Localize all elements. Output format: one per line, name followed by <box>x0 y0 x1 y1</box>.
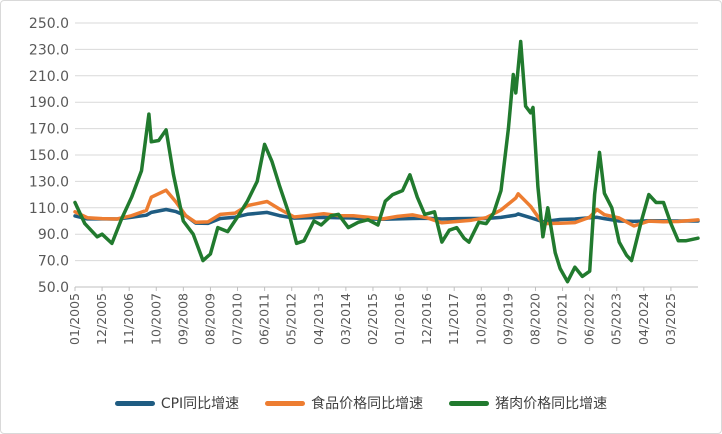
x-tick-label: 10/2018 <box>473 293 488 345</box>
y-tick-label: 50.0 <box>38 280 69 296</box>
x-tick-label: 04/2013 <box>311 293 326 345</box>
legend-label-food: 食品价格同比增速 <box>311 396 424 412</box>
x-tick-label: 03/2025 <box>663 293 678 345</box>
legend-item-cpi: CPI同比增速 <box>114 393 240 413</box>
x-tick-label: 05/2012 <box>284 293 299 345</box>
y-tick-label: 110.0 <box>29 201 69 217</box>
y-tick-label: 90.0 <box>38 227 69 243</box>
x-tick-label: 09/2019 <box>500 293 515 345</box>
x-tick-label: 06/2011 <box>257 293 272 345</box>
legend-item-pork: 猪肉价格同比增速 <box>449 393 607 413</box>
x-tick-label: 07/2010 <box>230 293 245 345</box>
x-tick-label: 02/2015 <box>365 293 380 345</box>
y-tick-label: 190.0 <box>29 95 69 111</box>
legend-swatch-pork <box>449 400 490 406</box>
legend-item-food: 食品价格同比增速 <box>265 393 423 413</box>
x-tick-label: 01/2016 <box>392 293 407 345</box>
x-tick-label: 08/2020 <box>527 293 542 345</box>
y-tick-label: 150.0 <box>29 148 69 164</box>
x-tick-label: 11/2006 <box>121 293 136 345</box>
x-tick-label: 06/2022 <box>582 293 597 345</box>
y-tick-label: 130.0 <box>29 174 69 190</box>
x-tick-label: 03/2014 <box>338 293 353 345</box>
line-chart: 50.0 70.0 90.0 110.0 130.0 150.0 170.0 190.0 210… <box>29 16 700 345</box>
x-tick-label: 10/2007 <box>148 293 163 345</box>
series-lines <box>73 39 700 284</box>
x-axis: 01/2005 12/2005 11/2006 10/2007 09/2008 08/20… <box>67 287 678 345</box>
x-tick-label: 08/2009 <box>202 293 217 345</box>
y-tick-label: 250.0 <box>29 16 69 32</box>
y-tick-label: 230.0 <box>29 42 69 58</box>
y-axis: 50.0 70.0 90.0 110.0 130.0 150.0 170.0 190.0 210… <box>29 16 69 296</box>
x-tick-label: 12/2016 <box>419 293 434 345</box>
x-tick-label: 05/2023 <box>609 293 624 345</box>
x-tick-label: 11/2017 <box>446 293 461 345</box>
x-tick-label: 04/2024 <box>636 293 651 345</box>
legend-label-pork: 猪肉价格同比增速 <box>495 396 608 412</box>
legend: CPI同比增速 食品价格同比增速 猪肉价格同比增速 <box>1 391 721 415</box>
x-tick-label: 01/2005 <box>67 293 82 345</box>
y-tick-label: 170.0 <box>29 122 69 138</box>
series-line-3 <box>73 39 700 284</box>
grid-lines <box>75 22 698 288</box>
legend-swatch-cpi <box>114 400 155 406</box>
x-tick-label: 07/2021 <box>555 293 570 345</box>
x-tick-label: 09/2008 <box>175 293 190 345</box>
legend-swatch-food <box>265 400 306 406</box>
legend-label-cpi: CPI同比增速 <box>160 396 240 412</box>
y-tick-label: 210.0 <box>29 69 69 85</box>
x-tick-label: 12/2005 <box>94 293 109 345</box>
y-tick-label: 70.0 <box>38 254 69 270</box>
